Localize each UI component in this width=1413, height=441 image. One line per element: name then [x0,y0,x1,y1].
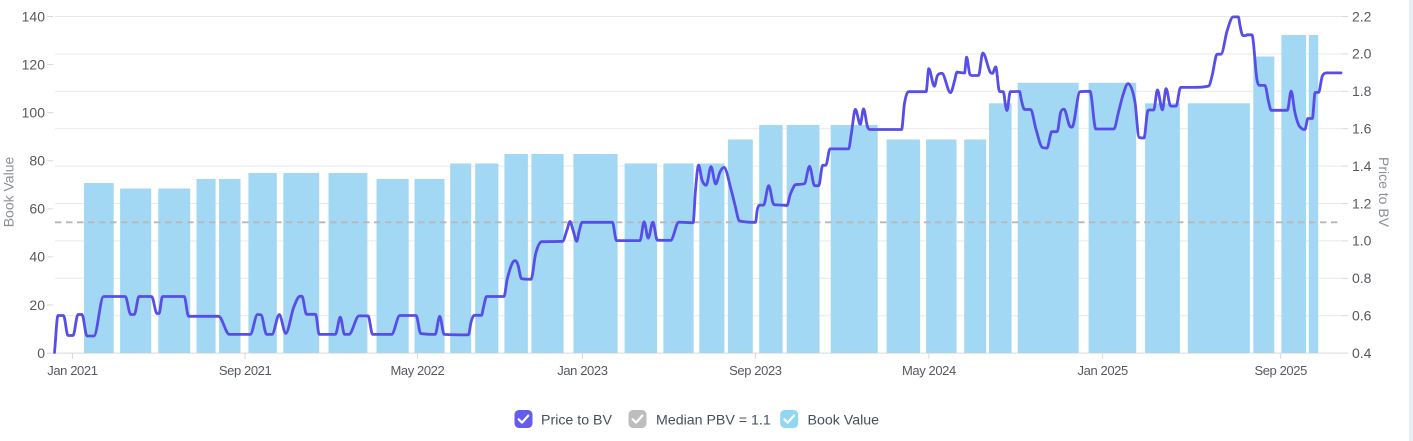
svg-text:40: 40 [29,249,45,265]
svg-text:0.6: 0.6 [1352,308,1372,324]
svg-text:Sep 2023: Sep 2023 [729,363,782,378]
svg-text:140: 140 [22,8,46,24]
svg-text:Price to BV: Price to BV [1376,157,1392,228]
svg-text:Book Value: Book Value [808,413,880,429]
svg-text:Sep 2021: Sep 2021 [219,363,272,378]
svg-text:20: 20 [29,297,45,313]
svg-text:100: 100 [22,105,46,121]
svg-text:Jan 2023: Jan 2023 [557,363,607,378]
svg-text:Book Value: Book Value [1,157,17,228]
svg-text:0.4: 0.4 [1352,345,1372,361]
svg-text:2.0: 2.0 [1352,46,1372,62]
svg-text:0.8: 0.8 [1352,270,1372,286]
svg-text:60: 60 [29,201,45,217]
svg-text:1.2: 1.2 [1352,195,1372,211]
svg-text:Median PBV = 1.1: Median PBV = 1.1 [656,413,771,429]
svg-text:Price to BV: Price to BV [541,413,613,429]
svg-text:1.0: 1.0 [1352,233,1372,249]
svg-text:1.8: 1.8 [1352,83,1372,99]
svg-text:May 2024: May 2024 [902,363,956,378]
svg-text:Sep 2025: Sep 2025 [1254,363,1307,378]
svg-text:120: 120 [22,56,46,72]
svg-text:May 2022: May 2022 [390,363,444,378]
svg-text:1.6: 1.6 [1352,121,1372,137]
svg-text:80: 80 [29,153,45,169]
svg-text:2.2: 2.2 [1352,8,1372,24]
svg-text:1.4: 1.4 [1352,158,1372,174]
svg-text:Jan 2021: Jan 2021 [47,363,97,378]
svg-text:0: 0 [37,345,45,361]
svg-text:Jan 2025: Jan 2025 [1078,363,1128,378]
